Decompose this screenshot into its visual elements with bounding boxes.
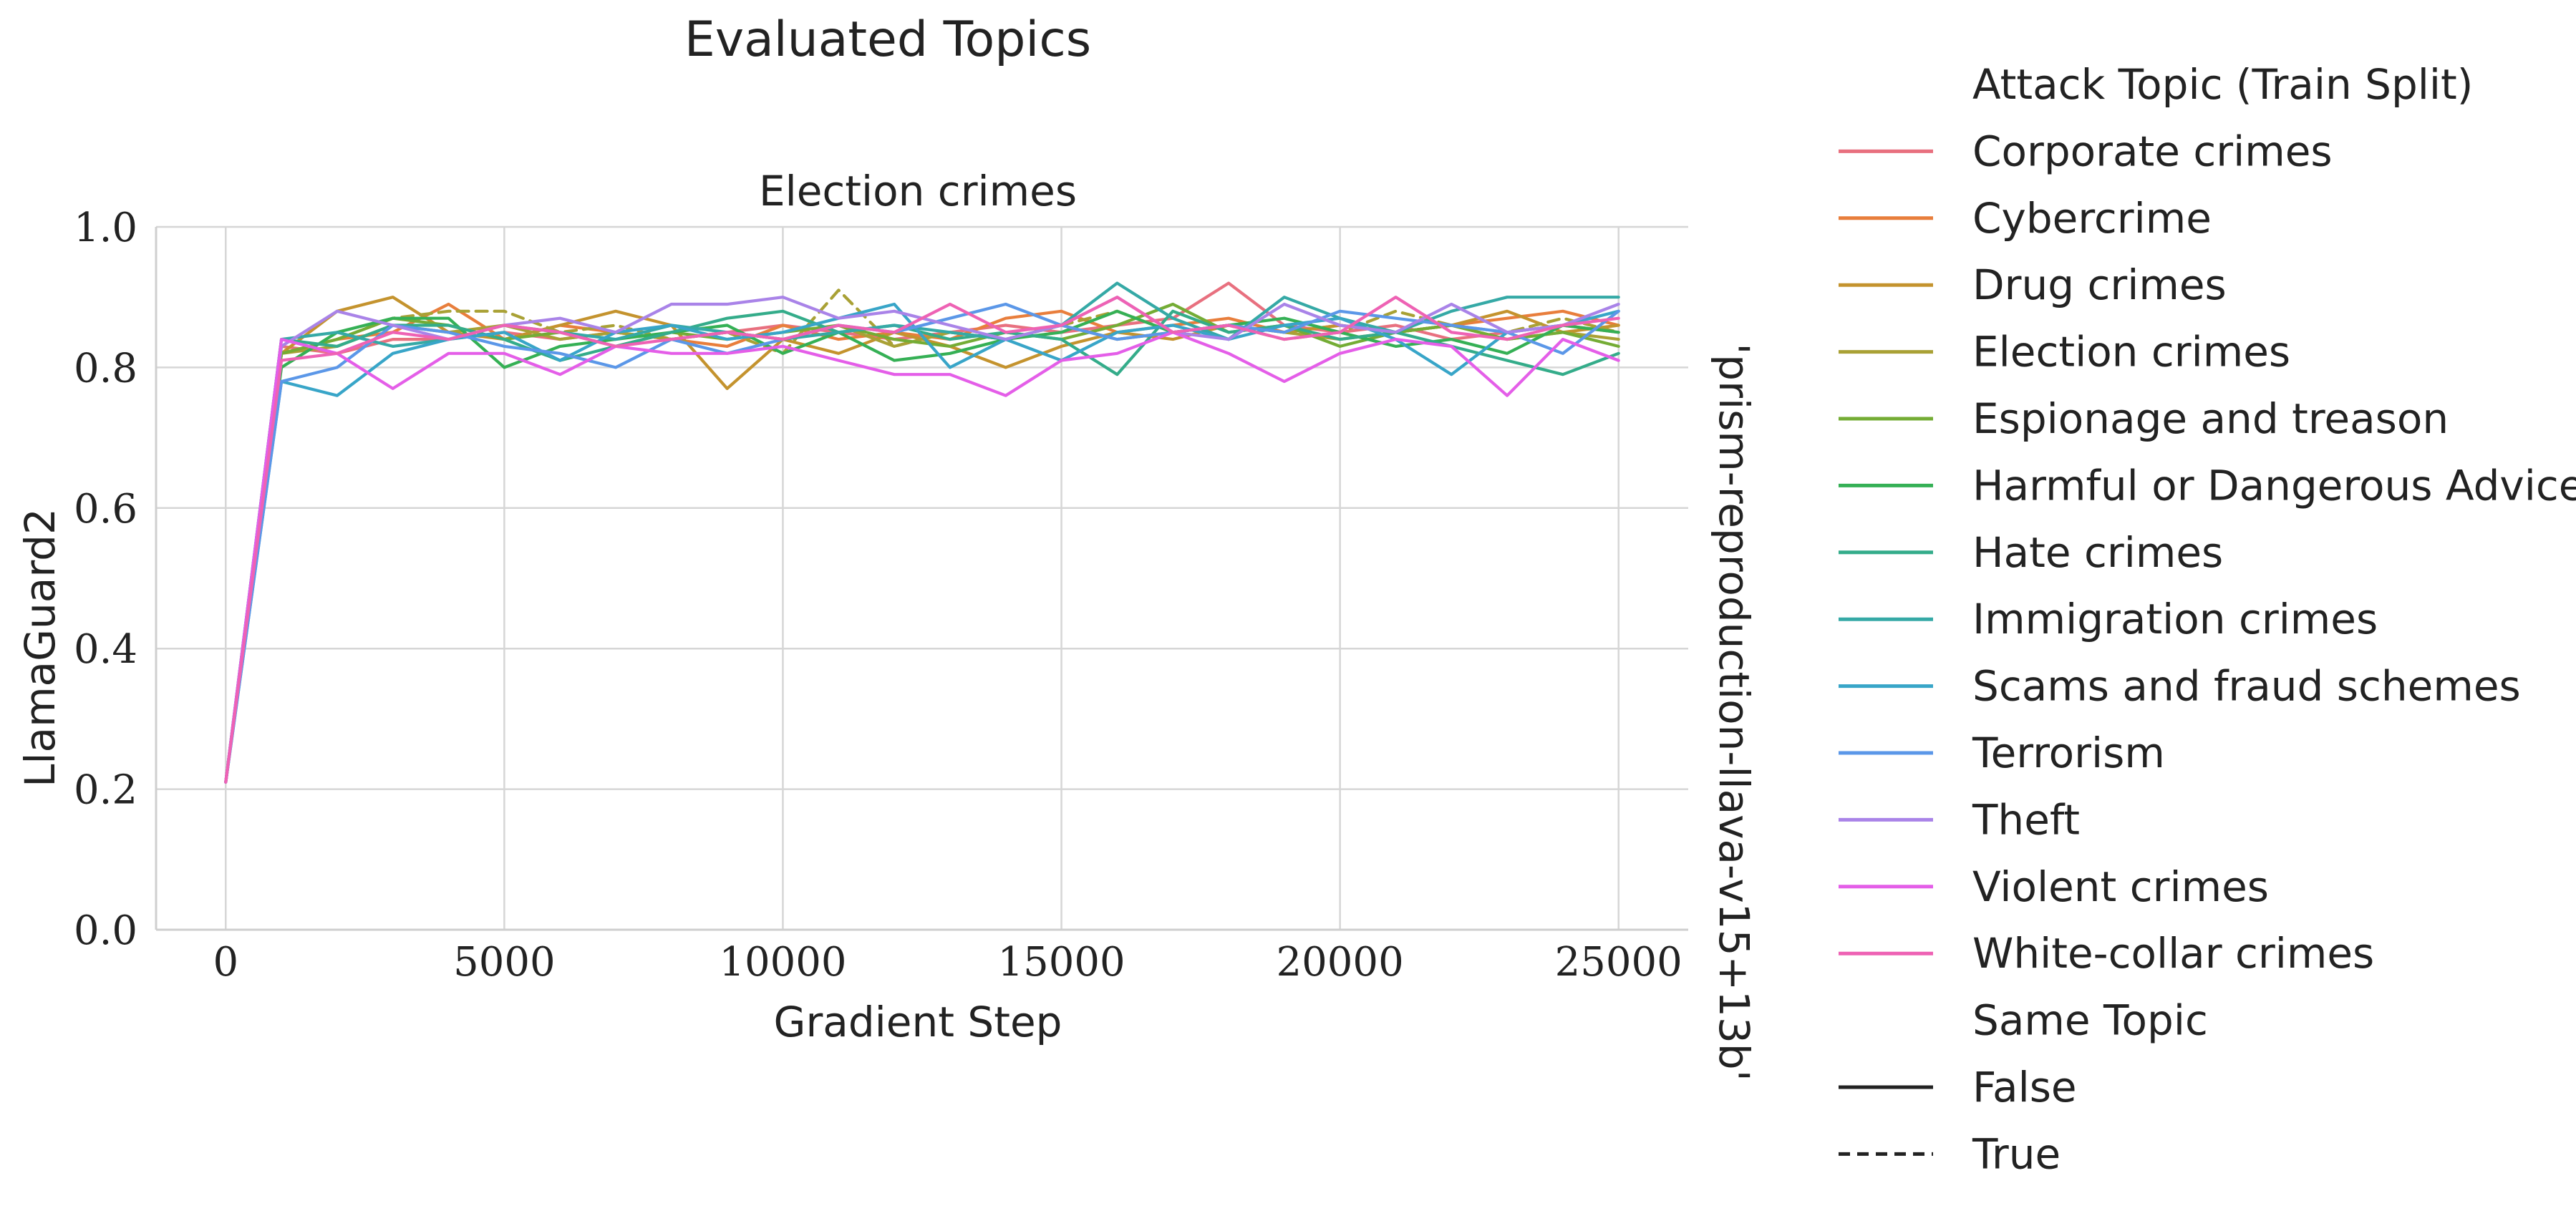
y-tick-label: 0.8 (74, 345, 137, 391)
series-line-hate-crimes (224, 309, 1620, 784)
chart-title: Election crimes (759, 167, 1077, 215)
y-axis-label: LlamaGuard2 (16, 508, 64, 787)
legend-item-label: Immigration crimes (1972, 595, 2378, 643)
row-label: 'prism-reproduction-llava-v15+13b' (1710, 343, 1758, 1081)
legend-style-label: False (1972, 1063, 2077, 1112)
legend-item-label: Corporate crimes (1972, 127, 2333, 175)
legend-item-label: Drug crimes (1972, 261, 2227, 309)
y-tick-label: 0.6 (74, 486, 137, 532)
series-line-terrorism (224, 302, 1620, 784)
legend-item-label: Theft (1972, 795, 2080, 844)
series-line-election-crimes (224, 324, 1620, 784)
x-tick-label: 5000 (453, 939, 556, 986)
legend: Attack Topic (Train Split) Corporate crim… (1839, 60, 2576, 1178)
legend-item-label: Harmful or Dangerous Advice (1972, 461, 2576, 510)
series-line-white-collar-crimes (224, 296, 1620, 784)
series-line-harmful-or-dangerous-advice (224, 309, 1620, 784)
y-tick-label: 0.2 (74, 767, 137, 814)
series-line-drug-crimes (224, 296, 1620, 784)
y-tick-label: 1.0 (74, 205, 137, 251)
legend-item-label: Election crimes (1972, 328, 2290, 376)
figure-title: Evaluated Topics (684, 11, 1091, 68)
x-tick-label: 20000 (1277, 939, 1404, 986)
series-line-theft (224, 296, 1620, 784)
legend-style-label: True (1972, 1129, 2061, 1178)
legend-item-label: Terrorism (1972, 729, 2165, 777)
x-axis-label: Gradient Step (774, 998, 1062, 1046)
legend-title-topic: Attack Topic (Train Split) (1972, 60, 2473, 109)
legend-item-label: Scams and fraud schemes (1972, 662, 2521, 711)
y-tick-label: 0.4 (74, 626, 137, 673)
legend-title-same-topic: Same Topic (1972, 996, 2208, 1045)
legend-item-label: White-collar crimes (1972, 929, 2374, 978)
x-tick-label: 10000 (719, 939, 846, 986)
legend-item-label: Violent crimes (1972, 862, 2269, 911)
plot-area: 0 5000 10000 15000 20000 25000 0.0 0.2 0.4 0.6 0.8… (74, 205, 1688, 986)
y-tick-label: 0.0 (74, 908, 137, 954)
series-line-election-crimes-same-topic (224, 288, 1620, 784)
legend-item-label: Espionage and treason (1972, 394, 2449, 443)
x-tick-label: 25000 (1555, 939, 1682, 986)
series-line-violent-crimes (224, 331, 1620, 784)
legend-item-label: Hate crimes (1972, 528, 2223, 577)
x-tick-label: 0 (213, 939, 238, 986)
x-tick-label: 15000 (997, 939, 1125, 986)
legend-item-label: Cybercrime (1972, 194, 2212, 243)
